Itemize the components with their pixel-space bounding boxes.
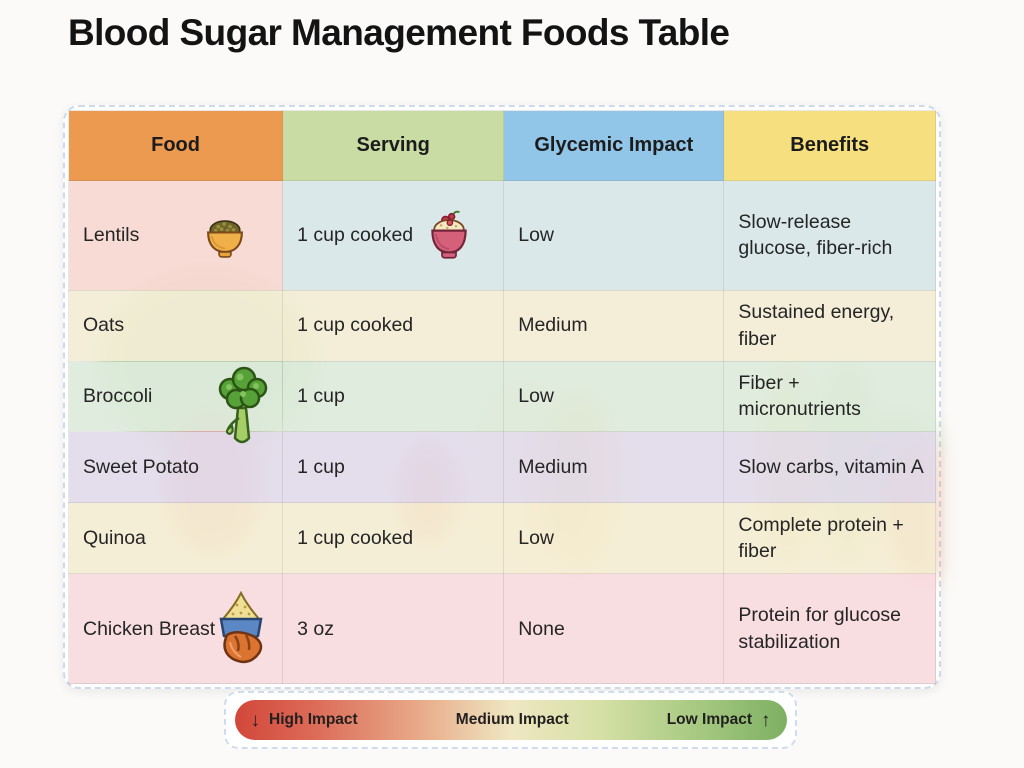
glycemic-impact-cell: Medium <box>503 289 725 362</box>
benefits-cell: Sustained energy, fiber <box>723 289 936 362</box>
benefits-cell: Slow carbs, vitamin A <box>723 431 936 504</box>
foods-table-card: Food Serving Glycemic Impact Benefits Lenti… <box>63 105 941 689</box>
food-name: Broccoli <box>83 385 153 408</box>
food-name: Oats <box>83 314 125 337</box>
legend-low-label: Low Impact <box>666 711 752 728</box>
food-cell: Lentils <box>67 180 284 291</box>
serving-value: 1 cup cooked <box>297 314 414 337</box>
food-cell: Broccoli <box>67 360 284 443</box>
food-name: Chicken Breast <box>83 617 216 640</box>
lentils-bowl-icon <box>198 208 252 262</box>
serving-cell: 1 cup <box>282 360 505 433</box>
porridge-bowl-icon <box>421 207 477 263</box>
food-cell: Oats <box>67 289 284 362</box>
legend-medium-label: Medium Impact <box>455 711 569 728</box>
benefits-cell: Complete protein + fiber <box>723 502 936 575</box>
food-cell: Quinoa <box>67 502 284 575</box>
table-row: Quinoa 1 cup cooked Low Complete protein + … <box>67 502 936 575</box>
benefits-cell: Slow-release glucose, fiber-rich <box>723 180 936 291</box>
table-row: Broccoli 1 cup Low Fiber + micronutrients <box>67 360 936 443</box>
glycemic-impact-cell: Low <box>503 502 725 575</box>
serving-value: 1 cup cooked <box>297 224 414 247</box>
glycemic-impact-cell: Medium <box>503 431 725 504</box>
chicken-bowl-icon <box>215 589 267 669</box>
serving-cell: 3 oz <box>282 573 505 684</box>
broccoli-icon <box>216 366 268 452</box>
glycemic-impact-cell: Low <box>503 180 725 291</box>
legend-high: ↓ High Impact <box>251 711 358 730</box>
food-name: Quinoa <box>83 527 146 550</box>
impact-gradient-bar: ↓ High Impact Medium Impact Low Impact ↑ <box>234 700 787 740</box>
column-header-food: Food <box>67 110 284 181</box>
glycemic-impact-cell: Low <box>503 360 725 433</box>
serving-value: 1 cup cooked <box>297 527 414 550</box>
benefits-cell: Fiber + micronutrients <box>723 360 936 433</box>
table-row: Chicken Breast 3 oz None Protein for glucos… <box>67 573 936 684</box>
foods-table: Food Serving Glycemic Impact Benefits Lenti… <box>67 110 936 684</box>
glycemic-impact-cell: None <box>503 573 725 684</box>
food-name: Sweet Potato <box>83 456 199 479</box>
serving-value: 1 cup <box>297 456 345 479</box>
benefits-cell: Protein for glucose stabilization <box>723 573 936 684</box>
serving-cell: 1 cup cooked <box>282 180 505 291</box>
header-row: Food Serving Glycemic Impact Benefits <box>67 110 936 181</box>
serving-cell: 1 cup <box>282 431 505 504</box>
column-header-serving: Serving <box>282 110 505 181</box>
food-name: Lentils <box>83 224 140 247</box>
glycemic-impact-legend: ↓ High Impact Medium Impact Low Impact ↑ <box>224 691 797 749</box>
down-arrow-icon: ↓ <box>250 709 261 731</box>
table-row: Lentils 1 cup cooked Low Slow-release gluco… <box>67 180 936 291</box>
serving-cell: 1 cup cooked <box>282 502 505 575</box>
serving-value: 1 cup <box>297 385 345 408</box>
food-cell: Chicken Breast <box>67 573 284 684</box>
column-header-glycemic-impact: Glycemic Impact <box>503 110 725 181</box>
serving-cell: 1 cup cooked <box>282 289 505 362</box>
up-arrow-icon: ↑ <box>760 709 771 731</box>
legend-high-label: High Impact <box>269 711 358 728</box>
page-title: Blood Sugar Management Foods Table <box>68 12 730 53</box>
column-header-benefits: Benefits <box>723 110 936 181</box>
table-row: Oats 1 cup cooked Medium Sustained energy, … <box>67 289 936 362</box>
legend-low: Low Impact ↑ <box>667 711 771 730</box>
serving-value: 3 oz <box>297 617 334 640</box>
table-row: Sweet Potato 1 cup Medium Slow carbs, vitam… <box>67 431 936 504</box>
